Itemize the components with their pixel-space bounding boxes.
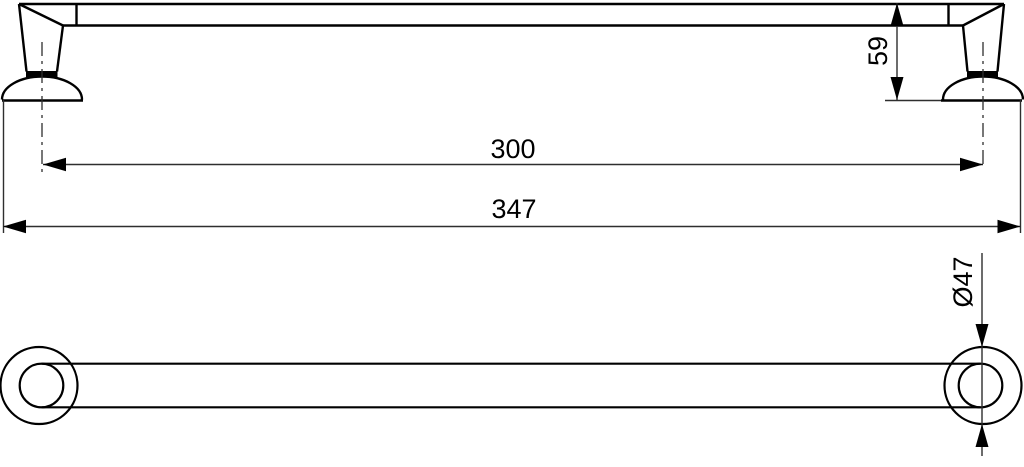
right-rosette-outer-circle	[943, 345, 1023, 426]
left-bar-end-circle	[18, 362, 65, 409]
overall-dimension-label: 347	[491, 194, 536, 224]
front-view	[0, 2, 1024, 172]
left-rosette-outer-circle	[0, 345, 79, 426]
dimension-height: 59	[863, 3, 941, 102]
arrowhead-left-icon	[3, 219, 26, 234]
arrowhead-left-icon	[43, 157, 66, 172]
left-post-inner-edge	[55, 25, 65, 72]
diameter-dimension-label: Ø47	[948, 256, 978, 307]
left-post-outer-edge	[17, 3, 28, 72]
arrowhead-right-icon	[960, 157, 983, 172]
left-post-slant	[18, 2, 64, 27]
right-post-slant	[962, 2, 1005, 27]
right-post-inner-edge	[961, 25, 969, 72]
height-dimension-label: 59	[863, 36, 893, 66]
centers-dimension-label: 300	[490, 134, 535, 164]
arrowhead-right-icon	[997, 219, 1021, 234]
plan-view	[0, 345, 1023, 426]
dimension-overall-length: 347	[2, 100, 1022, 234]
arrowhead-up-icon	[890, 3, 904, 26]
arrowhead-down-icon	[890, 77, 904, 100]
dimension-center-distance: 300	[43, 134, 983, 172]
arrowhead-up-icon	[975, 424, 989, 447]
dimension-diameter: Ø47	[948, 253, 989, 456]
right-bar-end-circle	[957, 362, 1004, 409]
arrowhead-down-icon	[975, 324, 989, 347]
right-post-outer-edge	[996, 3, 1006, 72]
